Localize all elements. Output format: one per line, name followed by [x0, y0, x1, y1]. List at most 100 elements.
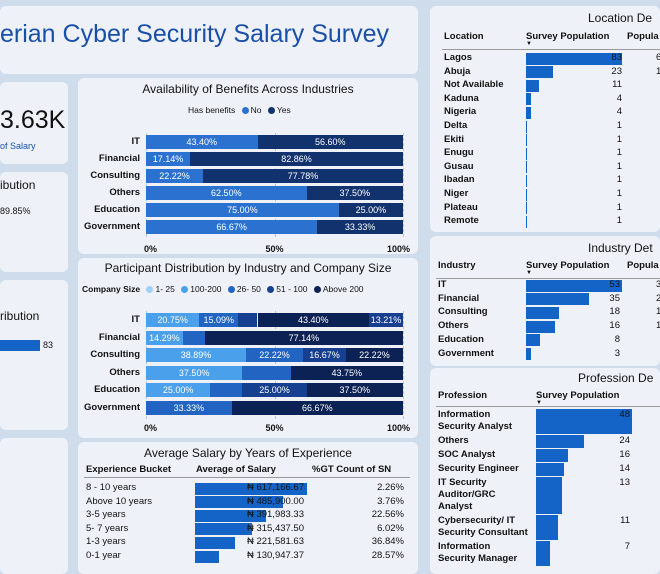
salary-bar [195, 523, 253, 536]
profession-bar [536, 449, 568, 462]
location-bar [526, 161, 528, 174]
row-label: Education [94, 204, 140, 215]
bar-segment: 22.22% [245, 348, 304, 363]
location-name: Niger [444, 188, 469, 199]
salary-value: ₦ 130,947.37 [246, 550, 304, 561]
industry-name: Education [438, 333, 484, 345]
bar-segment: 43.75% [290, 365, 403, 380]
salary-bucket: 0-1 year [86, 550, 121, 561]
location-pop: 1 [616, 120, 622, 131]
profession-pop: 24 [619, 435, 630, 446]
col-header-pct[interactable]: Popula [627, 260, 659, 271]
col-header-pct[interactable]: Popula [627, 31, 659, 42]
location-table: Location De Location Survey Population ▼… [430, 6, 660, 232]
industry-pop: 35 [609, 292, 620, 304]
header-divider [84, 477, 410, 478]
legend-dot-51-100 [267, 286, 275, 294]
distribution-value: 89.85% [0, 206, 31, 216]
profession-name-line2: Security Analyst [438, 421, 513, 432]
col-header-population[interactable]: Survey Population [526, 31, 610, 42]
col-header-population[interactable]: Survey Population [536, 390, 620, 401]
bar-segment: 33.33% [146, 401, 232, 415]
profession-name-line1: Cybersecurity/ IT [438, 515, 516, 526]
participant-chart-title: Participant Distribution by Industry and… [104, 261, 392, 275]
col-header-profession[interactable]: Profession [438, 390, 488, 401]
salary-value: ₦ 391,983.33 [246, 509, 304, 521]
location-pop: 1 [616, 147, 622, 159]
salary-bucket: 1-3 years [86, 536, 126, 548]
bar-no: 75.00% [146, 203, 339, 217]
title-card: erian Cyber Security Salary Survey [0, 6, 418, 74]
legend-no-dot [241, 107, 249, 115]
distribution-bar-value: 83 [43, 340, 54, 350]
gridline [274, 133, 276, 237]
col-header-salary[interactable]: Average of Salary [196, 464, 276, 475]
industry-table-title: Industry Det [588, 241, 653, 255]
salary-pct: 3.76% [377, 495, 404, 507]
industry-bar [526, 348, 532, 360]
location-bar [526, 66, 553, 79]
salary-pct: 22.56% [371, 509, 404, 521]
sort-icon[interactable]: ▼ [526, 270, 532, 276]
salary-table: Average Salary by Years of Experience Ex… [78, 442, 418, 574]
header-divider [436, 406, 660, 407]
location-pop: 4 [616, 92, 622, 104]
industry-name: IT [438, 279, 447, 290]
industry-pop: 18 [609, 306, 620, 318]
axis-tick: 0% [144, 244, 158, 254]
bar-no: 17.14% [146, 152, 191, 166]
profession-name-line1: Information [438, 541, 491, 552]
profession-pop: 48 [619, 409, 630, 420]
participant-legend: Company Size 1- 25 100-200 26- 50 51 - 1… [82, 284, 364, 294]
location-bar [526, 52, 622, 65]
profession-name-line3: Analyst [438, 501, 473, 512]
col-header-industry[interactable]: Industry [438, 260, 476, 271]
industry-pct: 2 [656, 292, 660, 304]
salary-table-title: Average Salary by Years of Experience [144, 446, 352, 460]
gridline [146, 133, 147, 237]
axis-tick: 50% [265, 244, 284, 254]
salary-value: ₦ 617,166.67 [246, 482, 304, 493]
industry-pop: 53 [609, 279, 620, 290]
axis-tick: 0% [144, 423, 158, 433]
profession-table: Profession De Profession Survey Populati… [430, 368, 660, 574]
bar-segment: 20.75% [146, 313, 200, 327]
salary-bucket: 3-5 years [86, 509, 126, 521]
participant-chart: Participant Distribution by Industry and… [78, 258, 418, 438]
location-bar [526, 106, 531, 119]
profession-name-line2: Auditor/GRC [438, 489, 496, 500]
legend-above-200: Above 200 [322, 284, 364, 294]
legend-title: Has benefits [188, 105, 236, 115]
col-header-pct[interactable]: %GT Count of SN [312, 464, 392, 475]
distribution-bar [0, 340, 40, 351]
bar-yes: 82.86% [190, 152, 403, 166]
row-label: Government [84, 221, 140, 232]
location-pct: 1 [656, 65, 660, 77]
bar-segment: 38.89% [146, 348, 246, 363]
col-header-bucket[interactable]: Experience Bucket [86, 464, 172, 475]
bar-yes: 25.00% [338, 203, 403, 217]
salary-bar [195, 536, 236, 549]
col-header-location[interactable]: Location [444, 31, 484, 42]
location-pop: 1 [616, 174, 622, 186]
bar-no: 62.50% [146, 186, 307, 200]
location-pop: 83 [611, 52, 622, 63]
industry-table: Industry Det Industry Survey Population … [430, 236, 660, 366]
location-table-title: Location De [588, 11, 653, 25]
location-bar [526, 134, 528, 147]
sort-icon[interactable]: ▼ [526, 41, 532, 47]
row-label: Consulting [90, 170, 140, 181]
sort-icon[interactable]: ▼ [536, 400, 542, 406]
distribution-title: ribution [0, 309, 40, 323]
location-pct: 6 [656, 52, 660, 63]
legend-dot-1-25 [146, 286, 154, 294]
col-header-population[interactable]: Survey Population [526, 260, 610, 271]
industry-name: Financial [438, 292, 480, 304]
salary-value: ₦ 485,900.00 [246, 495, 304, 507]
legend-dot-above-200 [313, 286, 321, 294]
industry-name: Government [438, 347, 494, 359]
legend-dot-100-200 [181, 286, 189, 294]
industry-name: Consulting [438, 306, 488, 318]
salary-pct: 36.84% [371, 536, 404, 548]
row-label: Financial [98, 153, 140, 164]
